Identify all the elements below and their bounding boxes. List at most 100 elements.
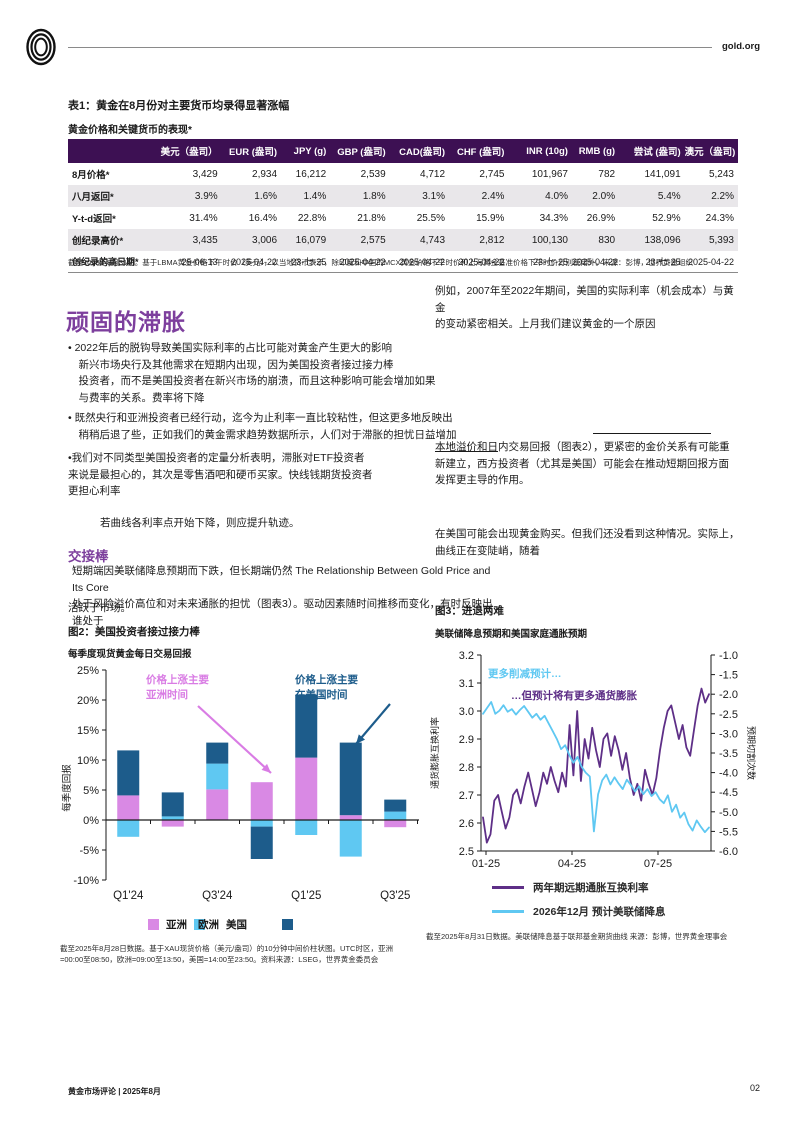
cell: 31.4% <box>189 212 218 224</box>
svg-text:亚洲时间: 亚洲时间 <box>146 688 188 701</box>
svg-text:-6.0: -6.0 <box>719 846 738 858</box>
cell: 3.1% <box>389 185 450 207</box>
svg-text:…但预计将有更多通货膨胀: …但预计将有更多通货膨胀 <box>511 689 637 702</box>
svg-text:Q1'25: Q1'25 <box>291 890 321 902</box>
svg-text:15%: 15% <box>77 725 99 737</box>
cell: 5,243 <box>708 168 734 180</box>
svg-text:-5.5: -5.5 <box>719 826 738 838</box>
col-header: JPY (g) <box>281 139 331 163</box>
svg-text:-3.0: -3.0 <box>719 728 738 740</box>
cell: 4,712 <box>420 168 446 180</box>
svg-text:-10%: -10% <box>73 875 99 887</box>
legend-row: 两年期远期通胀互换利率 <box>492 880 665 895</box>
line-chart-fed-cuts-inflation: 3.2 3.1 3.0 2.9 2.8 2.7 2.6 2.5 -1.0 -1.5 -2.0 -2.5… <box>429 650 757 870</box>
svg-text:-4.5: -4.5 <box>719 787 738 799</box>
svg-text:2.6: 2.6 <box>459 818 474 830</box>
row-label: Y-t-d返回* <box>72 214 116 225</box>
fig2-legend: 亚洲 欧洲 美国 <box>148 917 293 932</box>
svg-text:2.7: 2.7 <box>459 790 474 802</box>
cell: 101,967 <box>531 168 568 180</box>
cell: 2.0% <box>571 185 620 207</box>
svg-text:每季度回报: 每季度回报 <box>61 764 73 812</box>
cell: 2,934 <box>252 168 278 180</box>
cell: 4.0% <box>508 185 572 207</box>
cell: 138,096 <box>619 229 685 251</box>
local-premium-link[interactable]: 本地溢价和日 <box>435 441 498 453</box>
cell: 3,435 <box>158 229 222 251</box>
legend-label: 两年期远期通胀互换利率 <box>533 882 649 894</box>
table-header-row: 美元（盎司） EUR (盎司) JPY (g) GBP (盎司) CAD(盎司)… <box>68 139 738 163</box>
cell: 16,212 <box>295 168 327 180</box>
table1-footnote: 截至2025年8月31日。基于LBMA黄金价格下午时价（美元），以当地货币表示，… <box>68 258 694 267</box>
cell: 2025-04-22 <box>221 251 282 273</box>
svg-text:-2.0: -2.0 <box>719 689 738 701</box>
cell: 2,575 <box>330 229 390 251</box>
cell: 21.8% <box>357 212 386 224</box>
col-header: 美元（盎司） <box>158 139 222 163</box>
row-label: 创纪录高价* <box>68 229 159 251</box>
table-row: 创纪录的高日期* 25-06-13 2025-04-22 23-七-25 202… <box>68 251 738 273</box>
brand-link[interactable]: gold.org <box>722 41 760 52</box>
svg-text:-4.0: -4.0 <box>719 768 738 780</box>
cell: 830 <box>571 229 620 251</box>
cell: 24.3% <box>705 212 734 224</box>
svg-text:10%: 10% <box>77 755 99 767</box>
cell: 1.8% <box>330 185 390 207</box>
section-heading-stagflation: 顽固的滞胀 <box>66 309 186 335</box>
asia-swatch <box>148 919 159 930</box>
fig2-title: 图2：美国投资者接过接力棒 <box>68 626 200 638</box>
svg-text:在美国时间: 在美国时间 <box>295 688 348 701</box>
cell: 22.8% <box>297 212 327 224</box>
cell: 2,539 <box>360 168 386 180</box>
cell: 15.9% <box>476 212 505 224</box>
cell: 141,091 <box>644 168 681 180</box>
fig2-footnote: 截至2025年8月28日数据。基于XAU现货价格（美元/盎司）的10分钟中间价柱… <box>60 944 393 964</box>
cell: 3,006 <box>221 229 282 251</box>
cell: 16.4% <box>248 212 278 224</box>
svg-text:-5.0: -5.0 <box>719 807 738 819</box>
cell: 2025-04-22 <box>449 251 509 273</box>
cell: 1.6% <box>221 185 282 207</box>
us-swatch <box>282 919 293 930</box>
col-header: GBP (盎司) <box>330 139 390 163</box>
svg-text:2.8: 2.8 <box>459 762 474 774</box>
svg-text:01-25: 01-25 <box>472 858 500 870</box>
bullet-item: •我们对不同类型美国投资者的定量分析表明，滞胀对ETF投资者 来说是最担心的，其… <box>68 452 373 498</box>
legend-label: 欧洲 <box>198 919 219 931</box>
svg-text:价格上涨主要: 价格上涨主要 <box>146 673 209 686</box>
paragraph: 若曲线各利率点开始下降，则应提升轨迹。 <box>100 517 300 529</box>
header-divider <box>68 47 712 48</box>
table-row: Y-t-d返回* 31.4% 16.4% 22.8% 21.8% 25.5% 1… <box>68 207 738 229</box>
col-header <box>68 139 159 163</box>
paragraph: 本地溢价和日内交易回报（图表2），更紧密的金价关系有可能重新建立，西方投资者（尤… <box>435 439 737 489</box>
bar-chart-quarterly-returns: 25% 20% 15% 10% 5% 0% -5% -10% Q1'24 Q3'24 Q1'25 Q3… <box>61 665 419 902</box>
cell: 23-七-25 <box>619 251 685 273</box>
bullet-item: • 既然央行和亚洲投资者已经行动，迄今为止利率一直比较粘性，但这更多地反映出 稍… <box>68 412 457 441</box>
col-header: CAD(盎司) <box>389 139 450 163</box>
gold-price-table: 美元（盎司） EUR (盎司) JPY (g) GBP (盎司) CAD(盎司)… <box>68 139 738 273</box>
col-header: EUR (盎司) <box>221 139 282 163</box>
cuts-line-swatch <box>492 910 524 913</box>
fig3-title: 图3：进退两难 <box>435 605 504 617</box>
row-label: 创纪录的高日期* <box>68 251 159 273</box>
svg-text:Q1'24: Q1'24 <box>113 890 144 902</box>
row-label: 8月价格* <box>72 170 110 181</box>
swap-line-swatch <box>492 886 524 889</box>
paragraph: 活跃于市场。 <box>68 602 131 614</box>
svg-text:价格上涨主要: 价格上涨主要 <box>295 673 358 686</box>
col-header: 澳元（盎司) <box>684 139 738 163</box>
paragraph: 例如，2007年至2022年期间，美国的实际利率（机会成本）与黄金 的变动紧密相… <box>435 285 734 331</box>
cell: 2.4% <box>449 185 509 207</box>
cell: 2025-04-22 <box>684 251 738 273</box>
cell: 3,429 <box>192 168 218 180</box>
svg-text:3.2: 3.2 <box>459 650 474 662</box>
cell: 2025-04-22 <box>571 251 620 273</box>
wgc-logo-icon <box>24 27 60 72</box>
cell: 23-七-25 <box>508 251 572 273</box>
cell: 25.5% <box>416 212 446 224</box>
svg-text:5%: 5% <box>83 785 99 797</box>
fig3-subtitle: 美联储降息预期和美国家庭通胀预期 <box>435 629 588 640</box>
svg-text:04-25: 04-25 <box>558 858 586 870</box>
fig3-legend: 两年期远期通胀互换利率 2026年12月 预计美联储降息 <box>492 880 665 919</box>
cell: 4,743 <box>389 229 450 251</box>
